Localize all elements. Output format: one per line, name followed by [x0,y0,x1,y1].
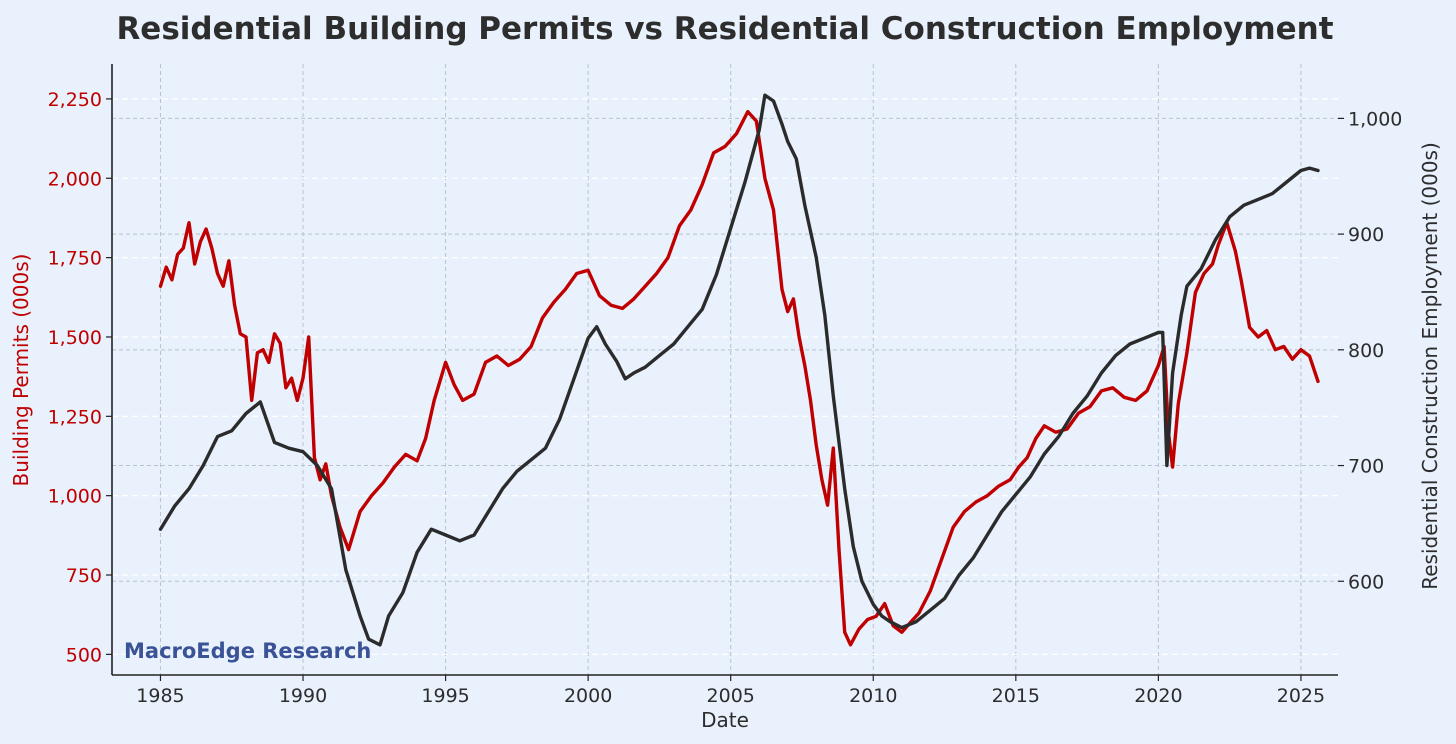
y-ticks-right: 600 700 800 900 1,000 [1338,108,1402,593]
y-tick-label-left: 2,000 [48,168,102,190]
x-tick-label: 2010 [849,685,897,707]
x-tick-label: 1985 [136,685,184,707]
y-tick-label-left: 1,250 [48,406,102,428]
chart-title: Residential Building Permits vs Resident… [116,11,1333,47]
axes [111,64,1338,676]
x-tick-label: 2015 [992,685,1040,707]
y-ticks-left: 500 750 1,000 1,250 1,500 1,750 2,000 2,250 [48,89,112,666]
x-tick-label: 2025 [1277,685,1325,707]
series-line-permits [158,109,1320,647]
y-tick-label-left: 1,750 [48,248,102,270]
y-tick-label-right: 700 [1348,456,1384,478]
x-axis-label: Date [701,708,749,732]
watermark-text: MacroEdge Research [124,639,371,663]
y-tick-label-left: 1,000 [48,486,102,508]
y-tick-label-left: 2,250 [48,89,102,111]
y-tick-label-right: 800 [1348,340,1384,362]
x-tick-label: 2005 [707,685,755,707]
grid [112,64,1338,675]
x-tick-label: 1995 [421,685,469,707]
y-tick-label-left: 1,500 [48,327,102,349]
y-tick-label-right: 1,000 [1348,108,1402,130]
y-axis-label-left: Building Permits (000s) [9,254,33,487]
x-ticks: 1985 1990 1995 2000 2005 2010 2015 2020 2025 [136,675,1325,707]
y-tick-label-left: 750 [66,565,102,587]
series-line-employment [158,93,1320,647]
x-tick-label: 2000 [564,685,612,707]
y-tick-label-left: 500 [66,644,102,666]
y-axis-label-right: Residential Construction Employment (000… [1418,142,1442,590]
series-layer [158,93,1320,647]
y-tick-label-right: 900 [1348,224,1384,246]
x-tick-label: 1990 [279,685,327,707]
y-tick-label-right: 600 [1348,571,1384,593]
x-tick-label: 2020 [1134,685,1182,707]
